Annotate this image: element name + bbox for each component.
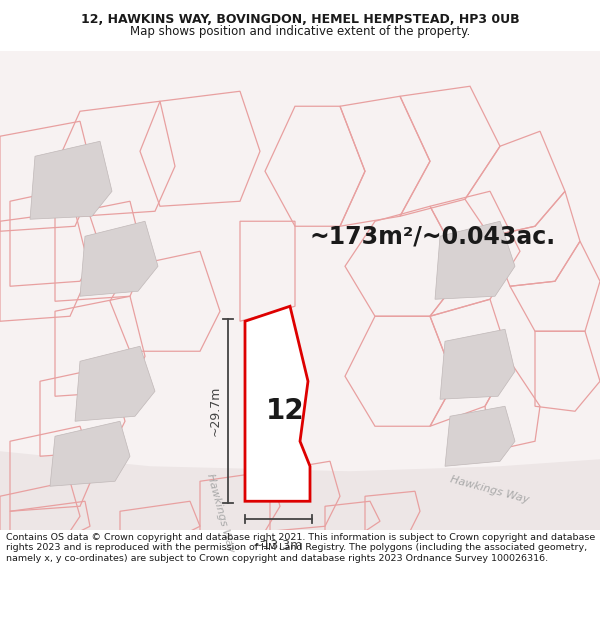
- Polygon shape: [80, 221, 158, 296]
- Text: 12: 12: [266, 398, 304, 425]
- Polygon shape: [30, 141, 112, 219]
- Text: ~173m²/~0.043ac.: ~173m²/~0.043ac.: [310, 224, 556, 248]
- Text: Hawkings Way: Hawkings Way: [449, 474, 530, 504]
- Polygon shape: [445, 406, 515, 466]
- Polygon shape: [0, 451, 600, 530]
- Text: ~13.3m: ~13.3m: [253, 539, 303, 552]
- Text: Contains OS data © Crown copyright and database right 2021. This information is : Contains OS data © Crown copyright and d…: [6, 533, 595, 562]
- Polygon shape: [435, 221, 515, 299]
- Polygon shape: [245, 306, 310, 501]
- Text: Hawkings Way: Hawkings Way: [205, 472, 235, 554]
- Polygon shape: [440, 329, 515, 399]
- Text: Map shows position and indicative extent of the property.: Map shows position and indicative extent…: [130, 26, 470, 39]
- Polygon shape: [50, 421, 130, 486]
- Text: 12, HAWKINS WAY, BOVINGDON, HEMEL HEMPSTEAD, HP3 0UB: 12, HAWKINS WAY, BOVINGDON, HEMEL HEMPST…: [80, 12, 520, 26]
- Polygon shape: [75, 346, 155, 421]
- Text: ~29.7m: ~29.7m: [209, 386, 221, 436]
